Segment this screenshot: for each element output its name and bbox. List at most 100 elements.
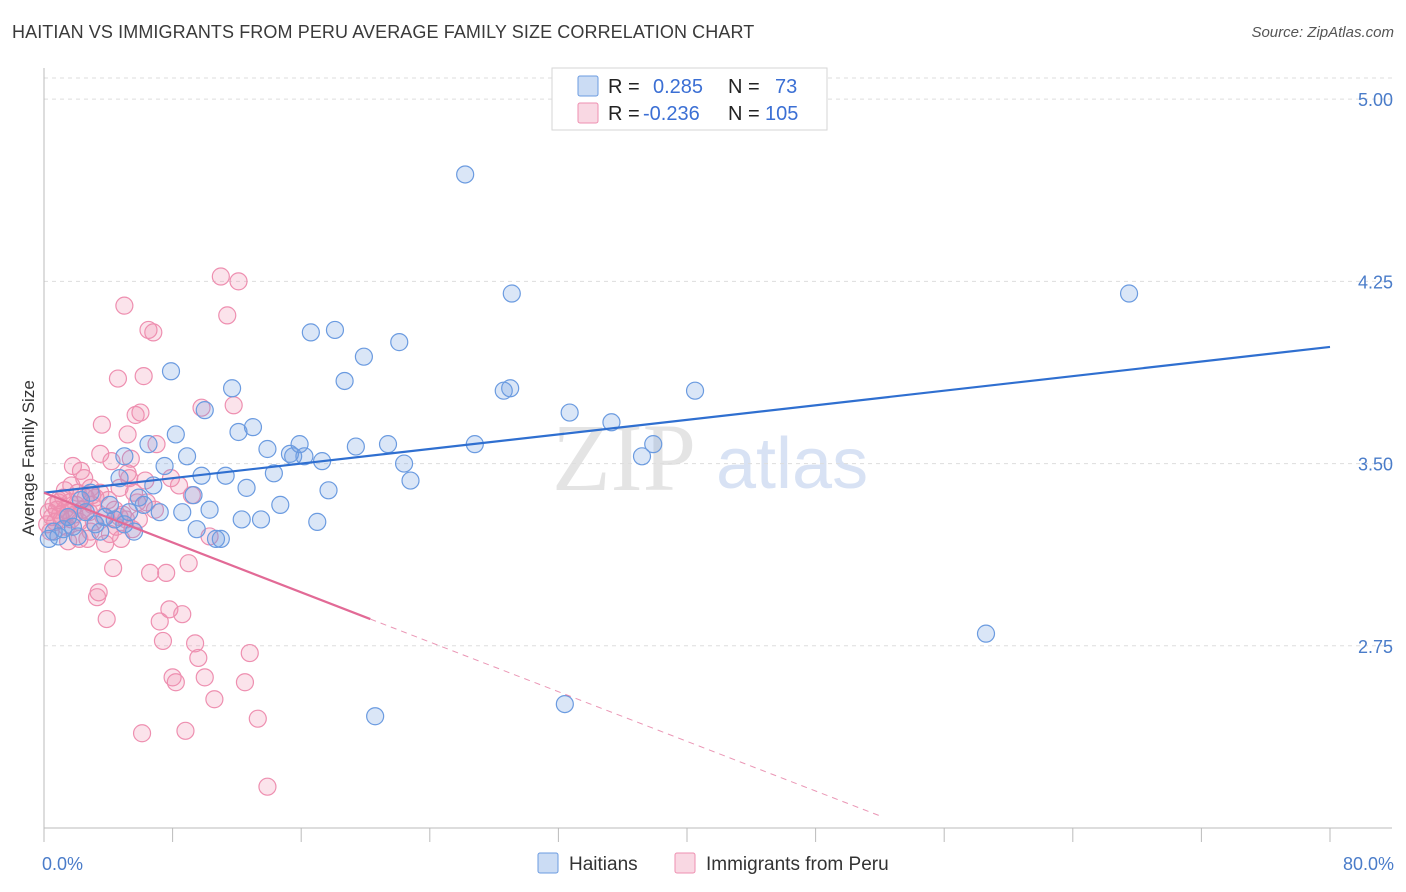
peru-point [153,631,173,651]
haitian-point [134,495,153,514]
legend-n-label-2: N = [728,103,760,125]
x-tick-label: 0.0% [42,854,83,874]
legend-r-value-1: 0.285 [653,76,703,98]
legend-swatch-peru [577,102,599,124]
axes [43,68,1392,842]
peru-point [176,721,195,740]
haitian-point [295,447,314,466]
peru-point [126,405,145,425]
peru-point [240,643,259,663]
haitian-point [139,435,158,454]
haitian-point [200,500,219,519]
series-peru-points [38,267,277,796]
haitian-point [401,471,420,490]
peru-point [163,668,182,687]
peru-point [224,396,243,415]
y-tick-label: 2.75 [1358,637,1393,657]
haitian-point [560,403,579,422]
legend-r-label-1: R = [608,76,640,98]
haitian-point [229,422,248,442]
haitian-point [354,347,373,366]
peru-trend-line [43,491,371,621]
peru-point [179,554,198,573]
haitian-point [602,413,621,432]
haitian-point [63,517,83,536]
haitian-point [161,362,181,381]
haitian-point [211,529,230,548]
haitian-point [177,447,197,466]
series-legend: Haitians Immigrants from Peru [537,852,889,875]
haitian-point [346,437,365,456]
haitian-point [632,447,652,466]
haitian-point [187,520,206,539]
haitian-point [301,323,320,342]
peru-point [140,563,160,583]
haitian-point [308,512,327,531]
haitian-point [232,510,251,529]
haitian-point [216,466,235,485]
haitian-point [394,454,414,473]
haitian-point [222,379,242,398]
y-tick-label: 5.00 [1358,90,1393,110]
chart-title: HAITIAN VS IMMIGRANTS FROM PERU AVERAGE … [12,22,755,42]
haitian-point [173,503,192,522]
legend-r-value-2: -0.236 [643,103,700,125]
peru-point [195,668,214,687]
peru-point [166,673,185,692]
bottom-legend-peru: Immigrants from Peru [706,854,889,875]
peru-point [235,673,255,692]
peru-point [218,306,237,325]
peru-point [205,690,224,709]
peru-point [118,425,137,444]
peru-point [131,403,150,422]
haitian-point [150,503,169,522]
haitian-point [264,464,283,483]
haitian-point [390,333,409,352]
haitian-point [555,694,574,714]
haitian-point [184,486,203,505]
peru-point [115,296,134,315]
legend-n-value-2: 105 [765,103,798,125]
peru-point [89,583,108,602]
peru-point [186,634,205,653]
haitian-point [195,401,214,420]
haitian-point [59,507,78,527]
haitian-point [319,481,338,500]
haitian-point [115,447,134,466]
haitian-point [271,495,290,514]
haitian-point [335,371,354,391]
haitian-point [166,425,185,444]
haitian-point [378,435,398,454]
peru-point [229,272,248,291]
haitian-point [155,456,174,476]
source-label: Source: ZipAtlas.com [1251,24,1394,41]
haitian-point [237,478,256,497]
peru-point [145,500,165,519]
peru-point [192,398,211,417]
peru-point [97,609,116,629]
peru-point [189,648,208,668]
haitians-trend-line [43,345,1331,494]
peru-point [173,605,192,624]
haitian-point [110,469,129,488]
haitian-point [1119,284,1139,303]
haitian-point [258,439,277,459]
legend-swatch-haitians [577,75,599,97]
peru-point [104,558,123,578]
peru-point [150,612,169,631]
haitian-point [685,381,705,400]
legend-n-value-1: 73 [775,76,797,98]
peru-point [144,323,163,342]
legend-n-label-1: N = [728,76,760,98]
correlation-legend: R = 0.285 N = 73 R = -0.236 N = 105 [551,67,828,131]
haitian-point [644,435,663,454]
haitian-point [366,707,385,726]
peru-point [157,563,176,583]
peru-point [258,777,277,796]
haitian-point [251,510,271,529]
haitian-point [206,529,226,548]
haitian-point [100,495,120,514]
haitian-point [91,522,110,541]
series-haitians-points [39,165,1139,726]
